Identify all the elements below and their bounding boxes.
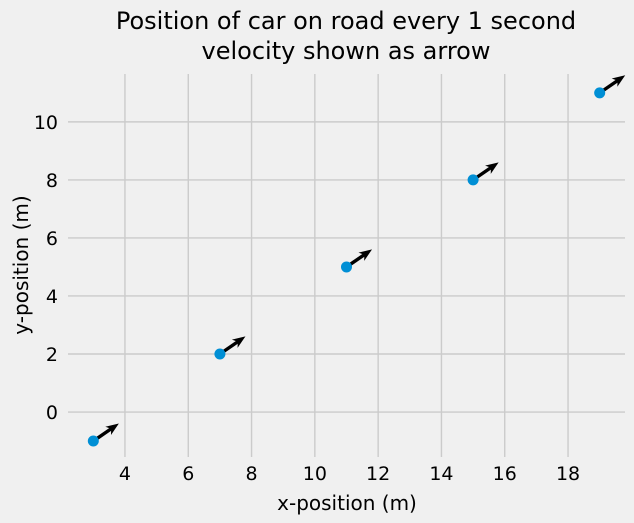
x-tick-label: 10 — [303, 463, 327, 485]
velocity-arrow-head — [485, 162, 499, 174]
chart-title-line1: Position of car on road every 1 second — [115, 7, 577, 35]
x-tick-label: 14 — [429, 463, 453, 485]
data-point — [341, 261, 352, 273]
velocity-arrow-head — [611, 75, 626, 87]
data-point — [87, 435, 99, 447]
chart-title: Position of car on road every 1 second v… — [116, 6, 576, 66]
y-tick-label: 10 — [34, 112, 58, 134]
y-tick-label: 8 — [46, 170, 58, 192]
y-tick-label: 2 — [46, 344, 58, 366]
x-tick-label: 18 — [556, 463, 580, 485]
y-tick-label: 0 — [46, 402, 58, 424]
y-tick-label: 6 — [46, 228, 58, 250]
data-point — [467, 174, 479, 186]
x-tick-label: 4 — [119, 463, 131, 485]
data-point — [214, 348, 226, 360]
x-tick-label: 8 — [246, 463, 258, 485]
x-tick-label: 12 — [366, 463, 390, 485]
y-tick-label: 4 — [46, 286, 58, 308]
chart-title-line2: velocity shown as arrow — [201, 37, 491, 65]
x-tick-label: 16 — [493, 463, 517, 485]
x-tick-label: 6 — [182, 463, 194, 485]
x-axis-label: x-position (m) — [277, 491, 417, 515]
data-point — [594, 87, 606, 99]
velocity-arrow-head — [231, 336, 246, 348]
velocity-arrow-head — [358, 249, 373, 261]
y-axis-label: y-position (m) — [9, 195, 33, 335]
velocity-arrow-head — [105, 423, 119, 435]
